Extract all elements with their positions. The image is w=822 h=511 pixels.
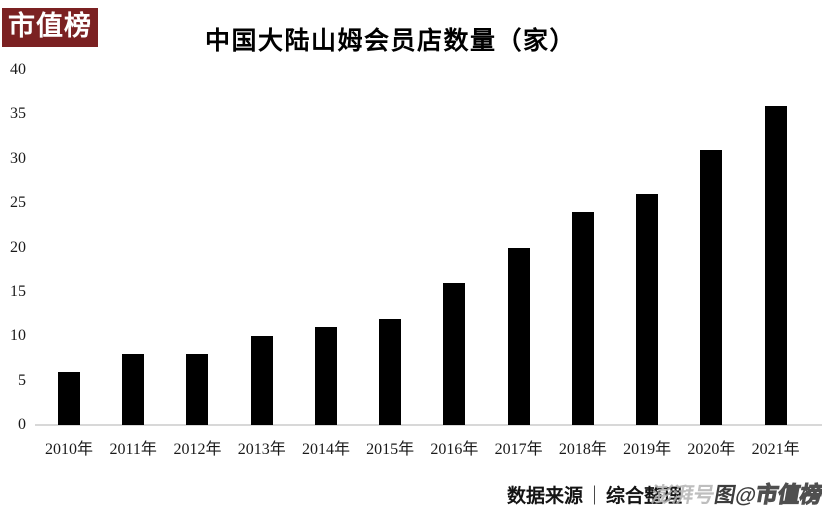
brand-logo-text: 市值榜 bbox=[8, 11, 92, 41]
y-tick-label: 35 bbox=[10, 105, 26, 123]
y-tick-label: 10 bbox=[10, 327, 26, 345]
y-tick-label: 20 bbox=[10, 238, 26, 256]
x-tick-label: 2015年 bbox=[366, 441, 415, 458]
chart-title: 中国大陆山姆会员店数量（家） bbox=[205, 27, 577, 55]
x-tick-label: 2014年 bbox=[301, 441, 350, 458]
x-tick-label: 2021年 bbox=[751, 441, 800, 458]
y-tick-label: 30 bbox=[10, 149, 26, 167]
brand-logo: 市值榜 bbox=[2, 8, 98, 47]
watermark-handle: 市值榜 bbox=[753, 481, 822, 507]
bar-2015年 bbox=[379, 318, 402, 425]
x-tick-label: 2019年 bbox=[623, 441, 672, 458]
y-tick-label: 40 bbox=[10, 61, 26, 78]
x-tick-label: 2018年 bbox=[558, 441, 607, 458]
x-tick-label: 2013年 bbox=[237, 441, 286, 458]
y-tick-label: 25 bbox=[10, 194, 26, 212]
bar-2014年 bbox=[314, 327, 337, 425]
x-tick-label: 2017年 bbox=[494, 441, 543, 458]
x-tick-label: 2010年 bbox=[44, 441, 93, 458]
bar-2013年 bbox=[250, 336, 273, 425]
footer-divider: ｜ bbox=[585, 486, 605, 507]
watermark-logo-icon: 图@ bbox=[712, 484, 759, 507]
x-axis-line bbox=[35, 424, 822, 426]
x-tick-label: 2012年 bbox=[173, 441, 222, 458]
bar-2019年 bbox=[636, 194, 659, 425]
watermark: 澎湃号图@市值榜 bbox=[649, 477, 822, 509]
bar-2020年 bbox=[700, 149, 723, 425]
bar-2016年 bbox=[443, 283, 466, 425]
bar-2012年 bbox=[186, 354, 209, 425]
y-tick-label: 0 bbox=[18, 416, 26, 433]
data-source-label: 数据来源 bbox=[507, 486, 584, 507]
watermark-platform: 澎湃号 bbox=[649, 484, 717, 507]
bar-2017年 bbox=[507, 247, 530, 425]
bar-2021年 bbox=[764, 105, 787, 425]
data-source-value: 综合整理 bbox=[606, 486, 683, 507]
footer: 数据来源｜综合整理 bbox=[507, 481, 682, 508]
x-tick-label: 2020年 bbox=[687, 441, 736, 458]
x-tick-label: 2011年 bbox=[109, 441, 157, 458]
bar-2011年 bbox=[122, 354, 145, 425]
x-tick-label: 2016年 bbox=[430, 441, 479, 458]
bar-2018年 bbox=[571, 212, 594, 425]
y-tick-label: 5 bbox=[18, 371, 26, 389]
bar-2010年 bbox=[58, 371, 80, 425]
y-tick-label: 15 bbox=[10, 282, 26, 300]
